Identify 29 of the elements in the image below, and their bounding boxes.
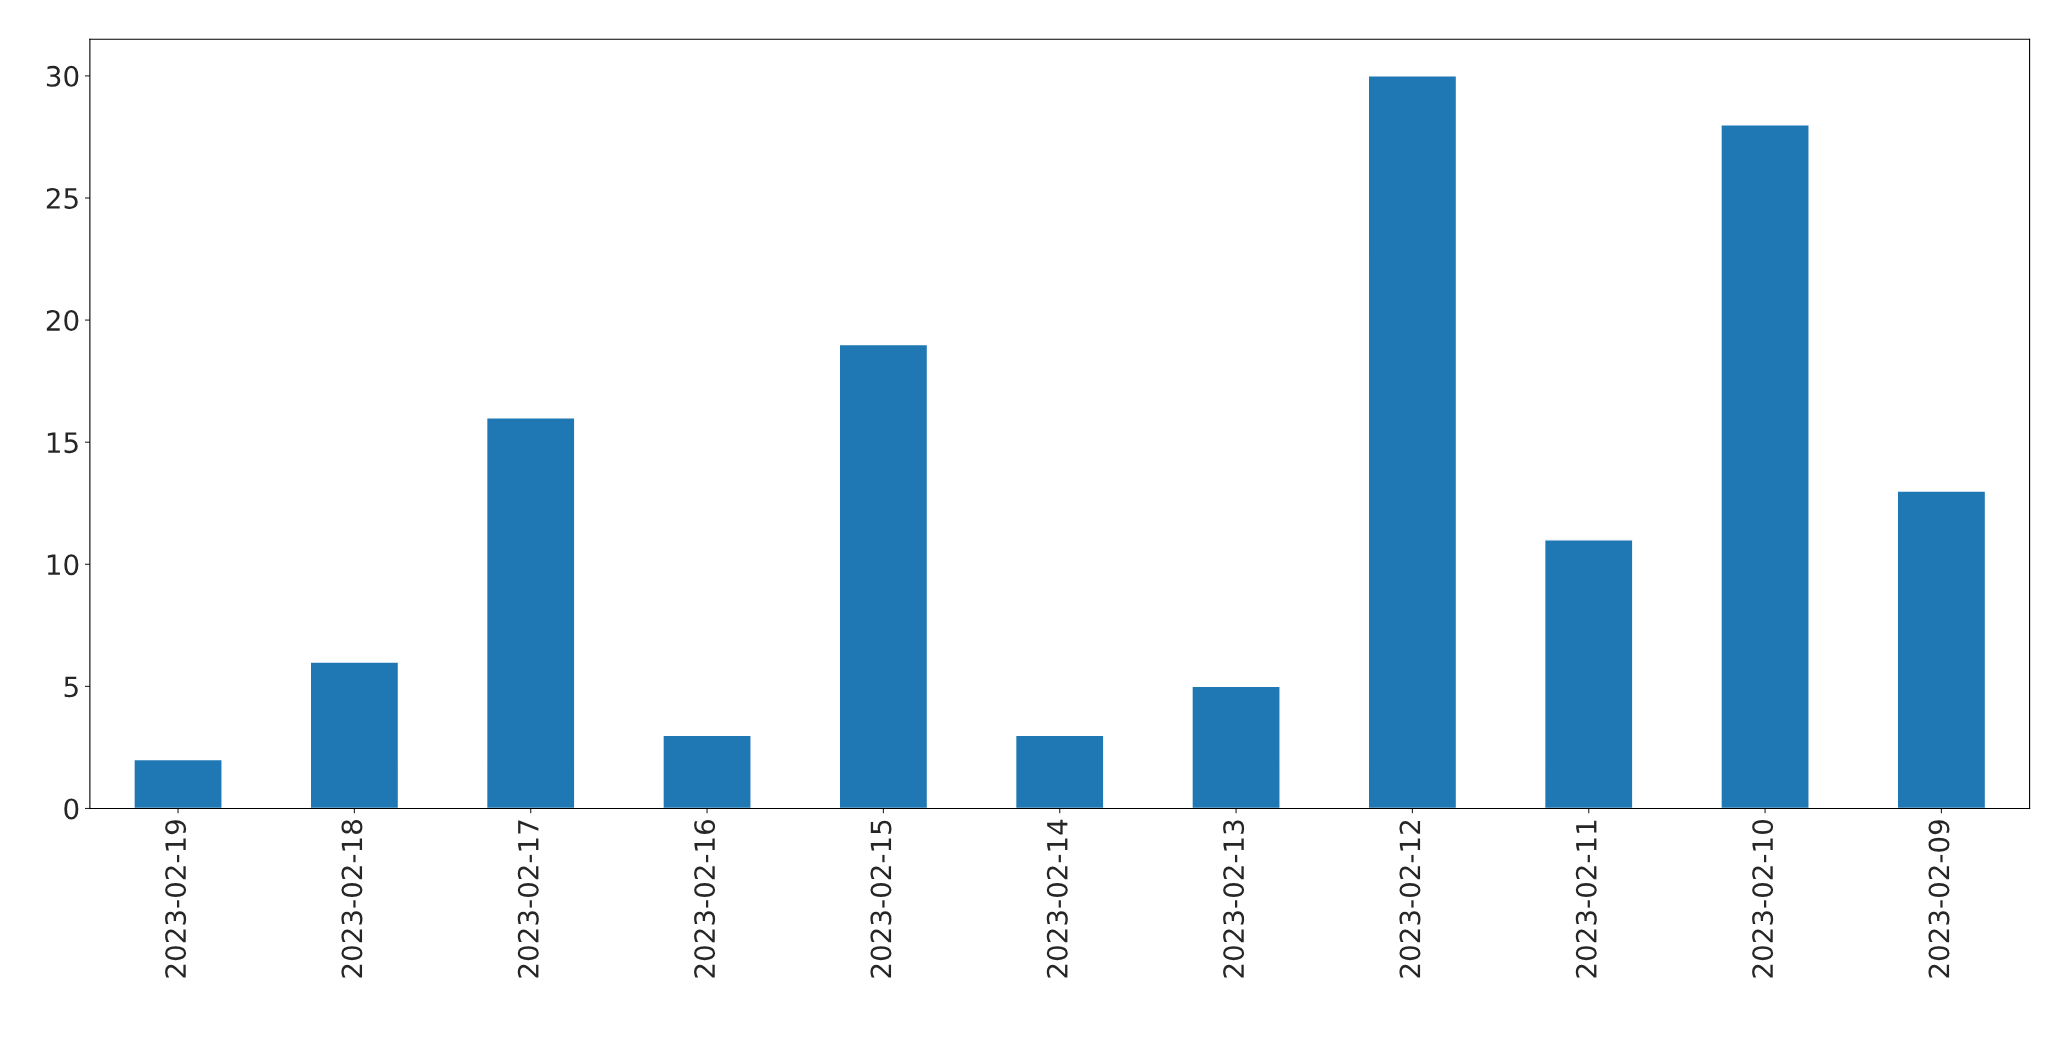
x-tick-label: 2023-02-10 <box>1752 820 1774 978</box>
bar <box>1720 124 1810 809</box>
bar <box>1367 75 1458 809</box>
x-tick-label: 2023-02-09 <box>1928 820 1950 978</box>
y-tick-label: 10 <box>47 554 79 576</box>
y-tick-label: 15 <box>47 432 78 454</box>
y-tick-label: 25 <box>46 187 78 209</box>
y-tick-label: 20 <box>46 310 79 332</box>
bar <box>1191 685 1281 809</box>
x-tick-label: 2023-02-12 <box>1399 820 1421 978</box>
x-tick-label: 2023-02-13 <box>1223 820 1245 978</box>
x-tick-label: 2023-02-11 <box>1575 820 1597 978</box>
bar <box>1014 734 1105 809</box>
bar <box>662 734 752 809</box>
y-tick-label: 5 <box>64 676 78 698</box>
bar <box>1896 490 1987 809</box>
x-tick-label: 2023-02-19 <box>165 820 187 978</box>
x-tick-label: 2023-02-15 <box>870 820 892 978</box>
y-tick-label: 30 <box>46 65 79 87</box>
bar <box>1543 539 1634 809</box>
bar <box>485 417 576 809</box>
y-tick-label: 0 <box>64 798 79 820</box>
bar <box>838 343 929 809</box>
bar <box>309 661 400 809</box>
x-tick-label: 2023-02-18 <box>341 820 363 978</box>
x-tick-label: 2023-02-16 <box>694 819 716 978</box>
x-tick-label: 2023-02-17 <box>517 820 539 978</box>
bar <box>133 758 223 809</box>
x-tick-label: 2023-02-14 <box>1046 819 1068 978</box>
